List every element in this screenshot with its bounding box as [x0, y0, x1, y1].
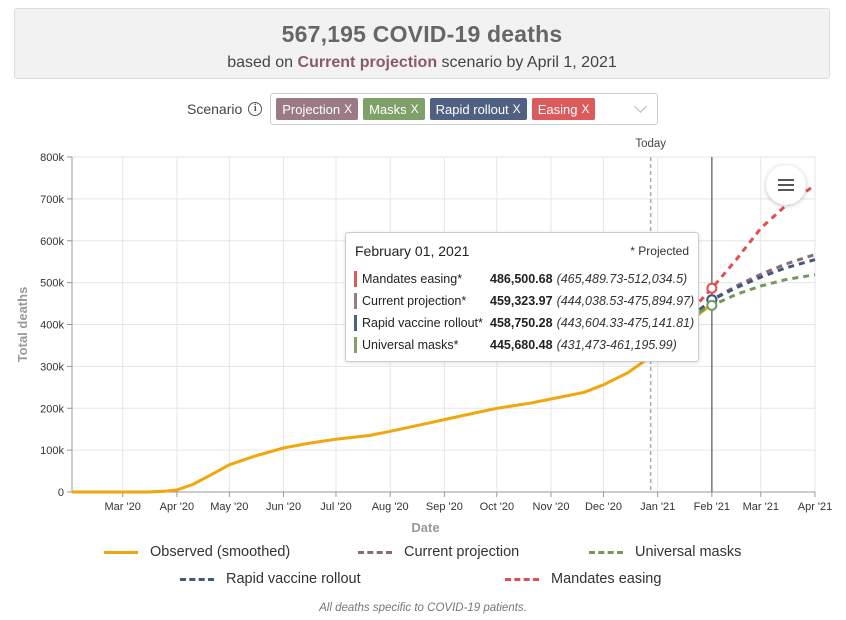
x-tick-label: Mar '21	[743, 501, 779, 513]
close-icon[interactable]: X	[581, 102, 590, 116]
y-tick-label: 300k	[40, 361, 64, 373]
close-icon[interactable]: X	[344, 102, 353, 116]
tooltip-date: February 01, 2021	[355, 243, 470, 259]
tooltip-row-projection: Current projection* 459,323.97 (444,038.…	[354, 293, 694, 309]
x-axis-title: Date	[411, 520, 439, 535]
legend-swatch	[104, 550, 138, 554]
legend-swatch	[358, 550, 392, 554]
legend-item-observed[interactable]: Observed (smoothed)	[104, 544, 290, 560]
series-marker	[354, 315, 357, 331]
x-tick-label: May '20	[210, 501, 248, 513]
legend-label: Current projection	[404, 544, 520, 560]
y-tick-label: 0	[58, 487, 64, 499]
x-tick-label: Feb '21	[694, 501, 730, 513]
chip-easing[interactable]: Easing X	[531, 98, 596, 120]
chevron-down-icon[interactable]	[634, 100, 648, 113]
legend-swatch	[180, 577, 214, 581]
tooltip-projected-note: * Projected	[630, 244, 689, 258]
chip-rapid-rollout[interactable]: Rapid rollout X	[429, 98, 527, 120]
x-tick-label: Mar '20	[105, 501, 141, 513]
series-marker	[354, 337, 357, 353]
tooltip-series-name: Current projection*	[362, 294, 467, 308]
series-marker	[354, 271, 357, 287]
x-tick-label: Aug '20	[372, 501, 409, 513]
summary-header: 567,195 COVID-19 deaths based on Current…	[14, 8, 830, 79]
series-marker	[354, 293, 357, 309]
x-tick-label: Jun '20	[266, 501, 301, 513]
scenario-select[interactable]: Projection X Masks X Rapid rollout X Eas…	[270, 93, 659, 125]
tooltip-row-rapid: Rapid vaccine rollout* 458,750.28 (443,6…	[354, 315, 694, 331]
chip-label: Masks	[369, 101, 407, 117]
tooltip-interval: (465,489.73-512,034.5)	[556, 272, 688, 286]
subtitle-prefix: based on	[227, 54, 294, 71]
x-tick-label: Oct '20	[480, 501, 515, 513]
hover-marker-easing	[706, 282, 718, 294]
legend-item-easing[interactable]: Mandates easing	[505, 571, 661, 587]
info-icon[interactable]: i	[248, 102, 263, 116]
hover-marker-masks	[706, 299, 718, 311]
x-tick-label: Dec '20	[585, 501, 622, 513]
x-tick-label: Apr '21	[798, 501, 833, 513]
tooltip-value: 445,680.48	[490, 338, 553, 352]
tooltip-series-name: Mandates easing*	[362, 272, 463, 286]
x-tick-label: Apr '20	[160, 501, 195, 513]
close-icon[interactable]: X	[512, 102, 521, 116]
series-line-observed	[72, 302, 713, 494]
scenario-row: Scenario i Projection X Masks X Rapid ro…	[187, 93, 659, 125]
chip-masks[interactable]: Masks X	[363, 98, 425, 120]
subtitle-suffix: scenario by April 1, 2021	[441, 54, 617, 71]
settings-icon	[778, 184, 794, 186]
tooltip-value: 458,750.28	[490, 316, 553, 330]
x-tick-label: Jan '21	[640, 501, 675, 513]
footnote: All deaths specific to COVID-19 patients…	[319, 602, 527, 614]
chip-projection[interactable]: Projection X	[276, 98, 359, 120]
settings-icon	[778, 179, 794, 181]
legend-label: Observed (smoothed)	[150, 544, 291, 560]
chart-settings-button[interactable]	[766, 165, 806, 205]
legend-item-projection[interactable]: Current projection	[358, 544, 519, 560]
x-tick-label: Jul '20	[320, 501, 351, 513]
chip-label: Projection	[282, 101, 341, 117]
summary-subtitle: based on Current projection scenario by …	[15, 54, 829, 72]
y-tick-label: 400k	[40, 320, 64, 332]
settings-icon	[778, 189, 794, 191]
tooltip-series-name: Universal masks*	[362, 338, 459, 352]
chip-label: Easing	[537, 101, 578, 117]
chip-label: Rapid rollout	[435, 101, 509, 117]
y-tick-label: 200k	[40, 403, 64, 415]
y-tick-label: 100k	[40, 445, 64, 457]
tooltip-value: 459,323.97	[490, 294, 553, 308]
page-title: 567,195 COVID-19 deaths	[281, 21, 563, 47]
legend-label: Universal masks	[635, 544, 742, 560]
today-label: Today	[635, 138, 666, 150]
tooltip-interval: (444,038.53-475,894.97)	[556, 294, 695, 308]
legend-item-rapid[interactable]: Rapid vaccine rollout	[180, 571, 361, 587]
chart-tooltip: February 01, 2021 * Projected Mandates e…	[345, 232, 699, 362]
y-tick-label: 800k	[40, 152, 64, 164]
tooltip-value: 486,500.68	[490, 272, 553, 286]
legend-swatch	[589, 550, 623, 554]
y-axis-title: Total deaths	[15, 287, 30, 363]
series-line-easing	[698, 183, 816, 303]
legend-item-masks[interactable]: Universal masks	[589, 544, 741, 560]
legend-swatch	[505, 577, 539, 581]
scenario-label: Scenario	[187, 101, 243, 117]
scenario-highlight: Current projection	[297, 54, 438, 71]
tooltip-row-easing: Mandates easing* 486,500.68 (465,489.73-…	[354, 271, 687, 287]
tooltip-series-name: Rapid vaccine rollout*	[362, 316, 483, 330]
tooltip-interval: (431,473-461,195.99)	[556, 338, 677, 352]
y-tick-label: 600k	[40, 236, 64, 248]
x-tick-label: Sep '20	[426, 501, 463, 513]
tooltip-interval: (443,604.33-475,141.81)	[556, 316, 695, 330]
legend-label: Rapid vaccine rollout	[226, 571, 361, 587]
y-tick-label: 500k	[40, 278, 64, 290]
legend-label: Mandates easing	[551, 571, 662, 587]
tooltip-row-masks: Universal masks* 445,680.48 (431,473-461…	[354, 337, 677, 353]
x-tick-label: Nov '20	[533, 501, 570, 513]
y-tick-label: 700k	[40, 194, 64, 206]
close-icon[interactable]: X	[410, 102, 419, 116]
